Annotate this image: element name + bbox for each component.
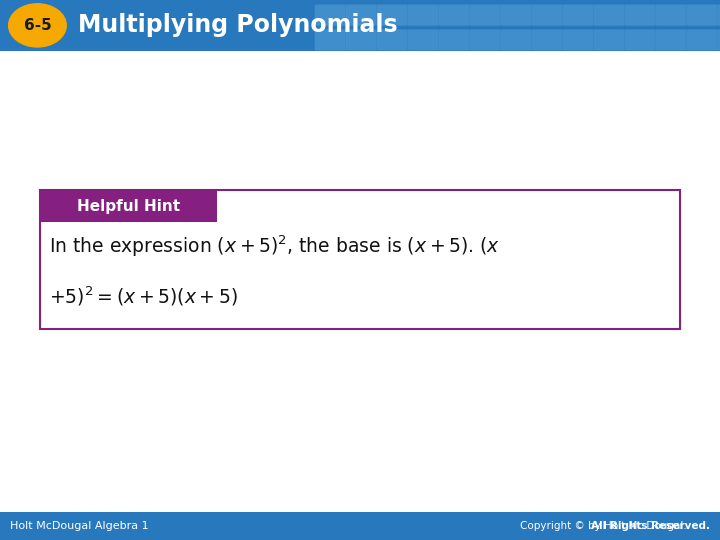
FancyBboxPatch shape bbox=[593, 4, 625, 26]
FancyBboxPatch shape bbox=[469, 4, 501, 26]
Text: 6-5: 6-5 bbox=[24, 18, 51, 33]
FancyBboxPatch shape bbox=[717, 29, 720, 51]
FancyBboxPatch shape bbox=[438, 29, 470, 51]
FancyBboxPatch shape bbox=[438, 4, 470, 26]
FancyBboxPatch shape bbox=[531, 29, 563, 51]
Text: In the expression $(x + 5)^2$, the base is $(x + 5)$. $(x$: In the expression $(x + 5)^2$, the base … bbox=[49, 233, 500, 259]
FancyBboxPatch shape bbox=[315, 4, 346, 26]
FancyBboxPatch shape bbox=[562, 29, 594, 51]
FancyBboxPatch shape bbox=[408, 29, 439, 51]
FancyBboxPatch shape bbox=[686, 29, 718, 51]
FancyBboxPatch shape bbox=[624, 29, 656, 51]
FancyBboxPatch shape bbox=[408, 4, 439, 26]
FancyBboxPatch shape bbox=[500, 4, 532, 26]
Text: $+ 5)^2 = (x + 5)(x + 5)$: $+ 5)^2 = (x + 5)(x + 5)$ bbox=[49, 285, 238, 308]
FancyBboxPatch shape bbox=[346, 29, 377, 51]
FancyBboxPatch shape bbox=[315, 29, 346, 51]
FancyBboxPatch shape bbox=[593, 29, 625, 51]
Circle shape bbox=[9, 4, 66, 47]
Bar bbox=[0, 0, 720, 51]
FancyBboxPatch shape bbox=[686, 4, 718, 26]
Text: Helpful Hint: Helpful Hint bbox=[77, 199, 180, 214]
Text: All Rights Reserved.: All Rights Reserved. bbox=[591, 521, 710, 531]
Text: Multiplying Polynomials: Multiplying Polynomials bbox=[78, 14, 397, 37]
Text: Copyright © by Holt Mc Dougal.: Copyright © by Holt Mc Dougal. bbox=[520, 521, 690, 531]
Text: Holt McDougal Algebra 1: Holt McDougal Algebra 1 bbox=[10, 521, 149, 531]
FancyBboxPatch shape bbox=[655, 4, 687, 26]
FancyBboxPatch shape bbox=[377, 4, 408, 26]
FancyBboxPatch shape bbox=[500, 29, 532, 51]
Bar bbox=[40, 190, 217, 222]
FancyBboxPatch shape bbox=[346, 4, 377, 26]
FancyBboxPatch shape bbox=[655, 29, 687, 51]
Bar bbox=[0, 512, 720, 540]
FancyBboxPatch shape bbox=[562, 4, 594, 26]
FancyBboxPatch shape bbox=[531, 4, 563, 26]
FancyBboxPatch shape bbox=[469, 29, 501, 51]
FancyBboxPatch shape bbox=[377, 29, 408, 51]
FancyBboxPatch shape bbox=[624, 4, 656, 26]
FancyBboxPatch shape bbox=[717, 4, 720, 26]
Bar bbox=[40, 190, 680, 329]
